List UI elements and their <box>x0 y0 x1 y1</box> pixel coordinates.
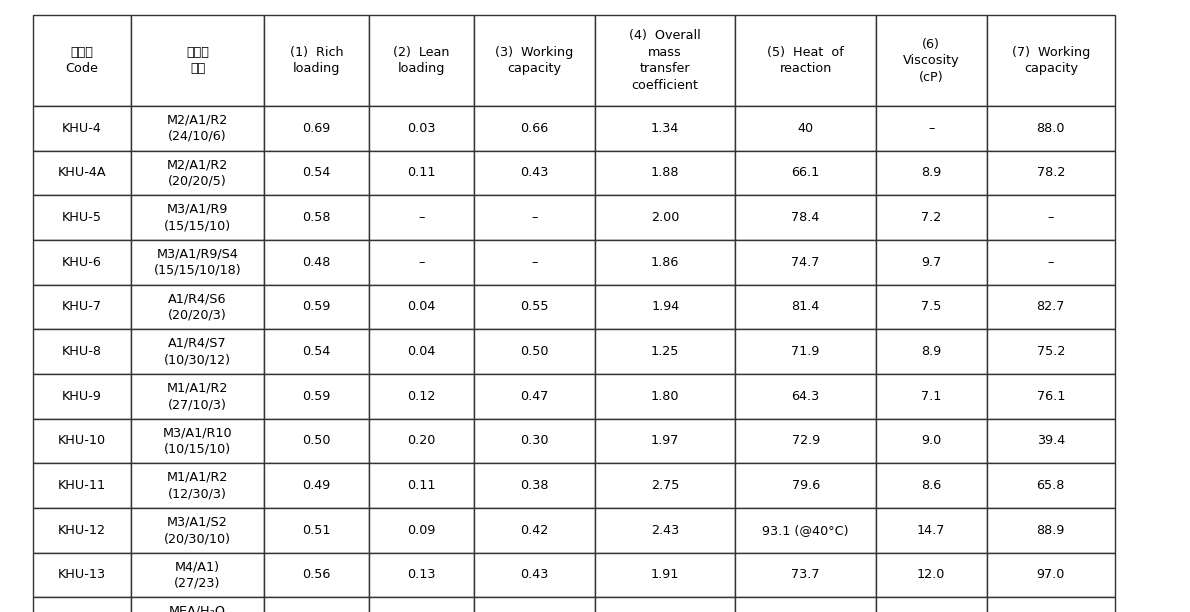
Text: 0.55: 0.55 <box>520 300 549 313</box>
Text: –: – <box>531 211 538 224</box>
Bar <box>595 15 735 106</box>
Bar <box>131 106 264 151</box>
Text: M1/A1/R2
(12/30/3): M1/A1/R2 (12/30/3) <box>167 471 228 501</box>
Bar <box>33 329 131 374</box>
Text: 0.56: 0.56 <box>302 569 331 581</box>
Bar <box>735 419 876 463</box>
Text: KHU-7: KHU-7 <box>62 300 102 313</box>
Bar <box>474 240 595 285</box>
Text: M4/A1)
(27/23): M4/A1) (27/23) <box>175 560 220 590</box>
Bar <box>876 463 987 508</box>
Bar <box>735 106 876 151</box>
Bar <box>369 285 474 329</box>
Text: 1.97: 1.97 <box>651 435 679 447</box>
Bar <box>369 195 474 240</box>
Text: 81.4: 81.4 <box>791 300 820 313</box>
Text: 0.49: 0.49 <box>302 479 331 492</box>
Text: 1.94: 1.94 <box>651 300 679 313</box>
Bar <box>474 553 595 597</box>
Text: 0.50: 0.50 <box>302 435 331 447</box>
Text: 0.59: 0.59 <box>302 300 331 313</box>
Bar <box>369 106 474 151</box>
Bar <box>987 195 1115 240</box>
Text: 1.91: 1.91 <box>651 569 679 581</box>
Bar <box>131 597 264 612</box>
Bar <box>264 240 369 285</box>
Text: KHU-11: KHU-11 <box>58 479 106 492</box>
Text: 1.88: 1.88 <box>651 166 679 179</box>
Bar <box>264 374 369 419</box>
Bar <box>474 151 595 195</box>
Text: 0.09: 0.09 <box>407 524 436 537</box>
Text: 82.7: 82.7 <box>1036 300 1065 313</box>
Bar <box>876 508 987 553</box>
Bar <box>876 15 987 106</box>
Bar <box>474 285 595 329</box>
Bar <box>264 195 369 240</box>
Bar <box>264 285 369 329</box>
Text: MEA/H₂O
(30/70): MEA/H₂O (30/70) <box>169 605 226 612</box>
Text: (7)  Working
capacity: (7) Working capacity <box>1012 46 1090 75</box>
Bar <box>369 553 474 597</box>
Bar <box>369 463 474 508</box>
Bar <box>987 508 1115 553</box>
Text: 8.6: 8.6 <box>921 479 941 492</box>
Text: KHU-4A: KHU-4A <box>58 166 106 179</box>
Bar <box>264 508 369 553</box>
Bar <box>131 329 264 374</box>
Bar <box>33 151 131 195</box>
Bar <box>595 151 735 195</box>
Bar <box>595 508 735 553</box>
Text: M3/A1/R9
(15/15/10): M3/A1/R9 (15/15/10) <box>164 203 231 233</box>
Bar <box>264 463 369 508</box>
Text: –: – <box>928 122 934 135</box>
Bar <box>735 195 876 240</box>
Bar <box>735 15 876 106</box>
Text: 73.7: 73.7 <box>791 569 820 581</box>
Bar <box>264 151 369 195</box>
Text: 7.5: 7.5 <box>921 300 941 313</box>
Bar <box>735 329 876 374</box>
Text: 88.9: 88.9 <box>1036 524 1065 537</box>
Bar <box>369 597 474 612</box>
Text: 2.00: 2.00 <box>651 211 679 224</box>
Text: 9.7: 9.7 <box>921 256 941 269</box>
Text: –: – <box>1047 211 1054 224</box>
Text: 93.1 (@40°C): 93.1 (@40°C) <box>763 524 848 537</box>
Text: KHU-12: KHU-12 <box>58 524 106 537</box>
Text: –: – <box>1047 256 1054 269</box>
Text: 0.04: 0.04 <box>407 300 436 313</box>
Bar <box>987 374 1115 419</box>
Text: 1.86: 1.86 <box>651 256 679 269</box>
Text: 66.1: 66.1 <box>791 166 820 179</box>
Bar <box>595 553 735 597</box>
Text: (6)
Viscosity
(cP): (6) Viscosity (cP) <box>903 37 959 84</box>
Bar <box>474 463 595 508</box>
Bar <box>33 240 131 285</box>
Bar <box>595 106 735 151</box>
Bar <box>987 240 1115 285</box>
Bar <box>735 553 876 597</box>
Text: M1/A1/R2
(27/10/3): M1/A1/R2 (27/10/3) <box>167 381 228 411</box>
Text: –: – <box>418 256 425 269</box>
Text: 1.34: 1.34 <box>651 122 679 135</box>
Text: 79.6: 79.6 <box>791 479 820 492</box>
Bar <box>876 240 987 285</box>
Bar <box>876 329 987 374</box>
Bar <box>369 374 474 419</box>
Bar <box>595 463 735 508</box>
Bar <box>369 419 474 463</box>
Bar <box>264 553 369 597</box>
Bar <box>131 374 264 419</box>
Bar <box>987 553 1115 597</box>
Text: –: – <box>418 211 425 224</box>
Text: A1/R4/S7
(10/30/12): A1/R4/S7 (10/30/12) <box>164 337 231 367</box>
Bar <box>33 285 131 329</box>
Bar <box>595 419 735 463</box>
Bar <box>474 106 595 151</box>
Text: KHU-8: KHU-8 <box>62 345 102 358</box>
Bar <box>33 419 131 463</box>
Bar <box>595 240 735 285</box>
Text: 71.9: 71.9 <box>791 345 820 358</box>
Bar <box>735 240 876 285</box>
